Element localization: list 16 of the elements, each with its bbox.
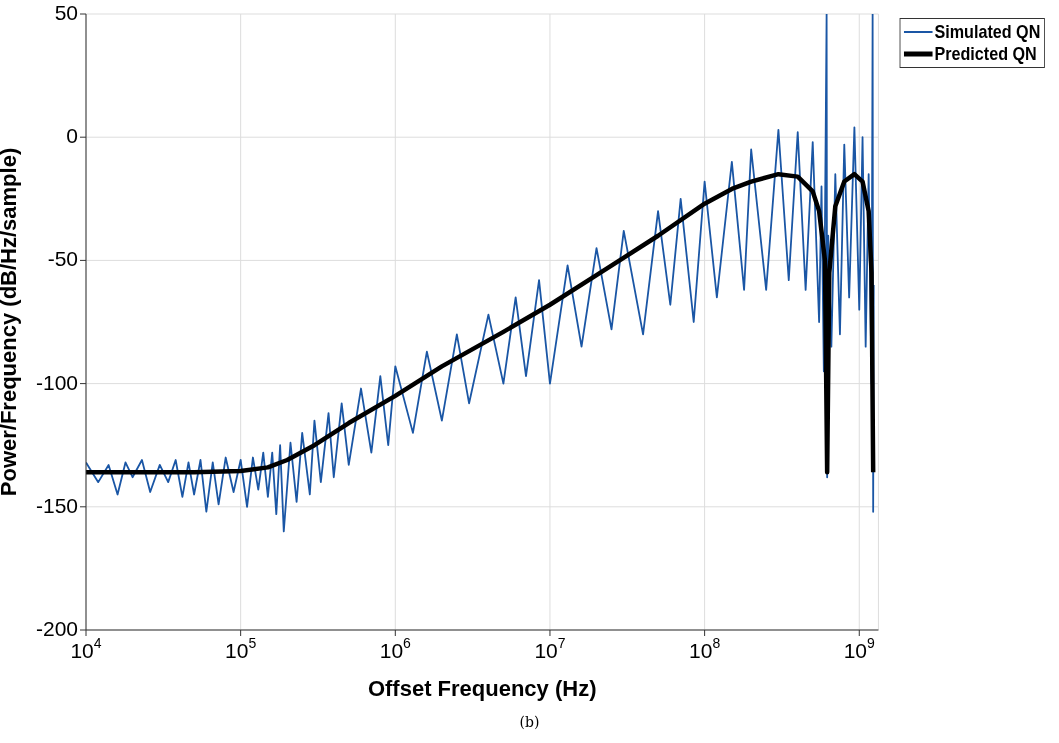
x-tick-label: 10$^{9}$ (843, 634, 876, 662)
legend-label: Predicted QN (934, 43, 1038, 65)
y-tick-label: -100 (35, 370, 78, 394)
y-tick-label: 50 (54, 0, 78, 24)
text: (b) (518, 714, 541, 730)
x-axis-title: Offset Frequency (Hz) (367, 676, 597, 701)
y-tick-label: -150 (35, 493, 78, 517)
x-tick-label: 10$^{5}$ (225, 634, 257, 662)
x-tick-label: 10$^{7}$ (534, 634, 566, 662)
legend-label: Simulated QN (934, 21, 1041, 43)
y-tick-label: -50 (47, 246, 78, 270)
y-tick-label: 0 (66, 123, 78, 147)
x-tick-label: 10$^{6}$ (379, 634, 412, 662)
y-tick-label: -200 (35, 616, 78, 640)
y-axis-title: Power/Frequency (dB/Hz/sample) (0, 147, 21, 497)
x-tick-label: 10$^{8}$ (689, 634, 721, 662)
